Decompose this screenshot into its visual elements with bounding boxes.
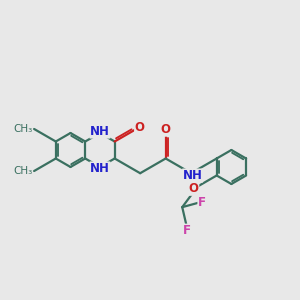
- Text: O: O: [161, 123, 171, 136]
- Text: CH₃: CH₃: [14, 166, 33, 176]
- Text: O: O: [189, 182, 199, 195]
- Text: F: F: [183, 224, 191, 237]
- Text: NH: NH: [90, 125, 110, 138]
- Text: NH: NH: [90, 162, 110, 175]
- Text: NH: NH: [183, 169, 202, 182]
- Text: CH₃: CH₃: [14, 124, 33, 134]
- Text: O: O: [135, 121, 145, 134]
- Text: F: F: [198, 196, 206, 209]
